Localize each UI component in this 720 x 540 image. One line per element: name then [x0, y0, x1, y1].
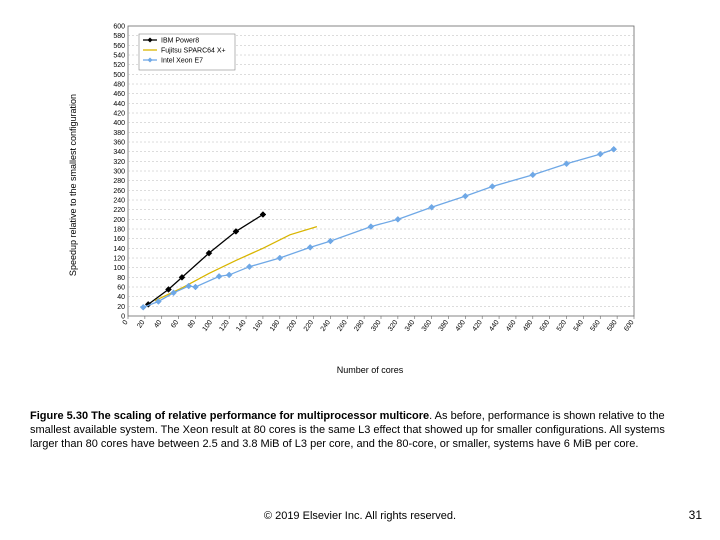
svg-text:0: 0	[122, 319, 130, 326]
svg-text:200: 200	[113, 217, 125, 224]
figure-caption: Figure 5.30 The scaling of relative perf…	[30, 410, 690, 451]
svg-text:120: 120	[218, 319, 230, 333]
svg-text:40: 40	[117, 294, 125, 301]
svg-text:380: 380	[113, 130, 125, 137]
y-axis-label: Speedup relative to the smallest configu…	[68, 20, 78, 350]
svg-text:260: 260	[113, 188, 125, 195]
svg-text:300: 300	[113, 169, 125, 176]
svg-text:280: 280	[113, 178, 125, 185]
x-axis-label: Number of cores	[100, 365, 640, 375]
page-number: 31	[689, 508, 702, 522]
svg-text:220: 220	[113, 207, 125, 214]
svg-text:460: 460	[505, 319, 517, 333]
svg-text:560: 560	[589, 319, 601, 333]
svg-text:340: 340	[113, 149, 125, 156]
svg-text:20: 20	[117, 304, 125, 311]
svg-text:80: 80	[187, 319, 197, 329]
svg-text:280: 280	[353, 319, 365, 333]
svg-text:Fujitsu SPARC64 X+: Fujitsu SPARC64 X+	[161, 48, 226, 55]
svg-text:560: 560	[113, 43, 125, 50]
svg-text:540: 540	[573, 319, 585, 333]
svg-text:40: 40	[153, 319, 163, 329]
svg-text:260: 260	[336, 319, 348, 333]
chart-svg: 0 20 40 60 80 100 120 140 160 180 200 220 240 260 280 3…	[100, 20, 640, 350]
svg-text:60: 60	[117, 285, 125, 292]
svg-text:520: 520	[113, 62, 125, 69]
svg-text:480: 480	[113, 82, 125, 89]
svg-text:400: 400	[113, 120, 125, 127]
svg-text:380: 380	[438, 319, 450, 333]
svg-text:360: 360	[113, 140, 125, 147]
svg-text:440: 440	[488, 319, 500, 333]
svg-text:180: 180	[113, 227, 125, 234]
svg-text:340: 340	[404, 319, 416, 333]
svg-text:480: 480	[522, 319, 534, 333]
svg-text:100: 100	[113, 265, 125, 272]
svg-text:140: 140	[235, 319, 247, 333]
svg-text:160: 160	[113, 236, 125, 243]
copyright-text: © 2019 Elsevier Inc. All rights reserved…	[0, 510, 720, 522]
svg-text:240: 240	[320, 319, 332, 333]
svg-text:360: 360	[421, 319, 433, 333]
svg-text:60: 60	[170, 319, 180, 329]
svg-text:80: 80	[117, 275, 125, 282]
svg-text:460: 460	[113, 91, 125, 98]
svg-text:440: 440	[113, 101, 125, 108]
svg-text:320: 320	[387, 319, 399, 333]
svg-text:520: 520	[556, 319, 568, 333]
svg-text:580: 580	[113, 33, 125, 40]
svg-text:140: 140	[113, 246, 125, 253]
svg-text:160: 160	[252, 319, 264, 333]
svg-text:180: 180	[269, 319, 281, 333]
caption-title: Figure 5.30 The scaling of relative perf…	[30, 410, 429, 422]
slide-page: Speedup relative to the smallest configu…	[0, 0, 720, 540]
svg-text:500: 500	[113, 72, 125, 79]
svg-text:420: 420	[113, 111, 125, 118]
svg-text:500: 500	[539, 319, 551, 333]
svg-text:580: 580	[606, 319, 618, 333]
svg-text:120: 120	[113, 256, 125, 263]
svg-text:100: 100	[202, 319, 214, 333]
svg-text:600: 600	[623, 319, 635, 333]
svg-text:IBM Power8: IBM Power8	[161, 38, 199, 45]
svg-text:220: 220	[303, 319, 315, 333]
svg-text:600: 600	[113, 24, 125, 31]
svg-text:420: 420	[471, 319, 483, 333]
svg-text:20: 20	[136, 319, 146, 329]
svg-text:300: 300	[370, 319, 382, 333]
svg-text:320: 320	[113, 159, 125, 166]
svg-text:Intel Xeon E7: Intel Xeon E7	[161, 58, 203, 65]
chart-area: 0 20 40 60 80 100 120 140 160 180 200 220 240 260 280 3…	[100, 20, 640, 350]
svg-text:540: 540	[113, 53, 125, 60]
svg-text:400: 400	[455, 319, 467, 333]
svg-text:240: 240	[113, 198, 125, 205]
svg-text:200: 200	[286, 319, 298, 333]
